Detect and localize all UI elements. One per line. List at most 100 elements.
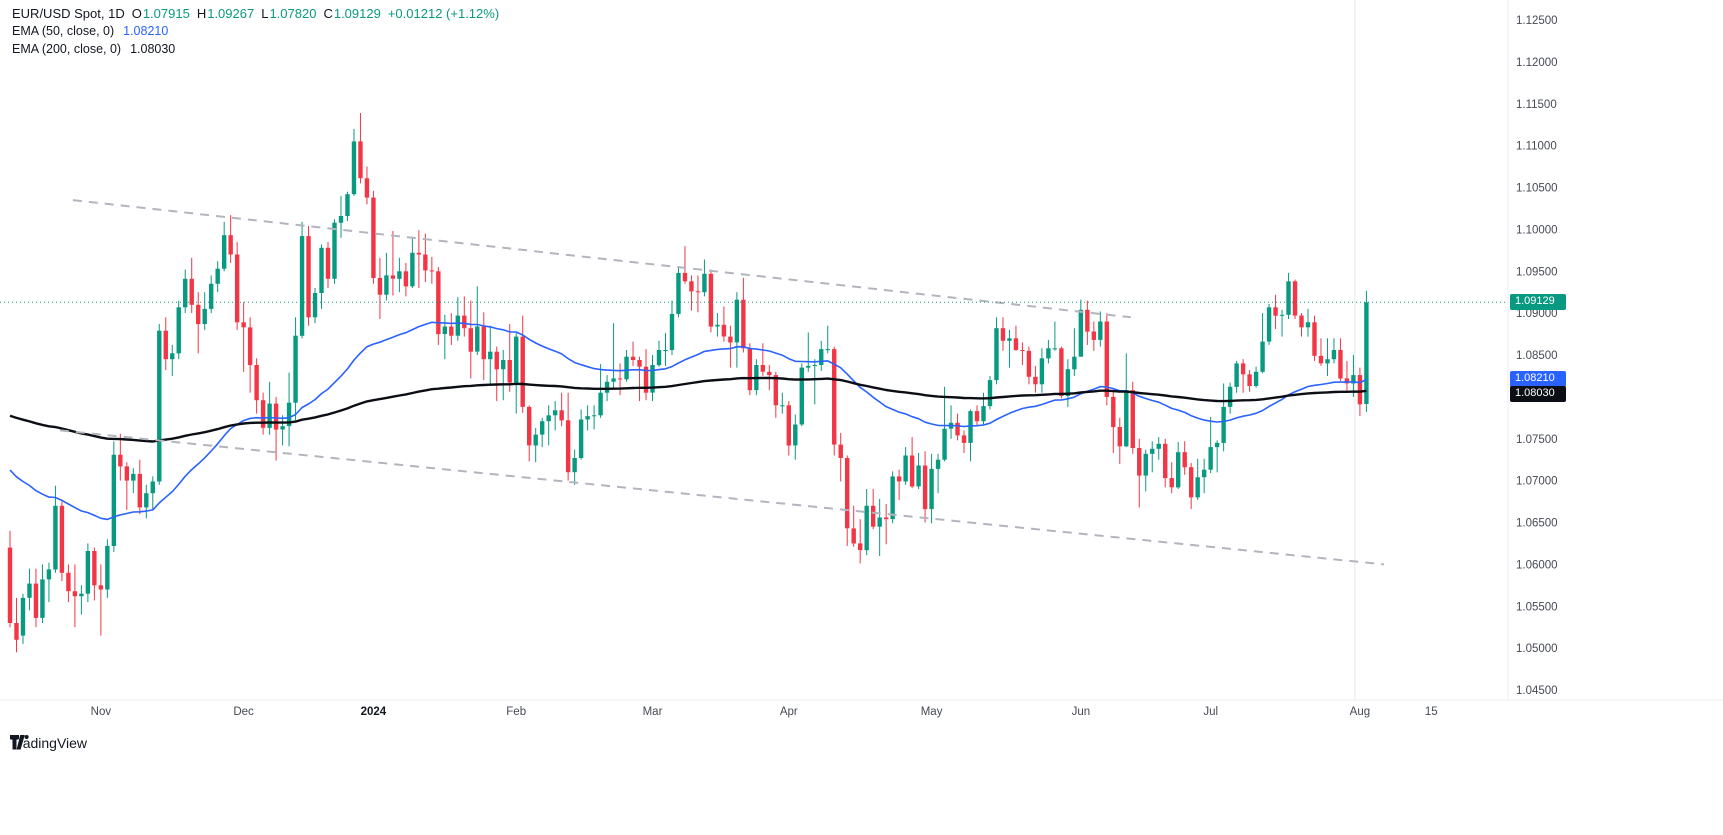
candle-body: [241, 322, 246, 328]
ema200-badge: 1.08030: [1510, 386, 1566, 402]
ohlc-change: +0.01212 (+1.12%): [387, 6, 500, 21]
candle-body: [306, 236, 311, 318]
candle-body: [559, 410, 564, 421]
candle-body: [695, 291, 701, 293]
candle-body: [1085, 309, 1090, 332]
candle-body: [630, 356, 636, 360]
candle-body: [572, 458, 577, 473]
candle-body: [916, 465, 921, 487]
candle-body: [734, 299, 740, 343]
candle-body: [338, 216, 344, 223]
candle-body: [14, 623, 19, 640]
candle-body: [267, 403, 272, 428]
candle-body: [617, 378, 623, 380]
candle-body: [1013, 338, 1019, 350]
candle-body: [552, 410, 558, 416]
candle-body: [832, 349, 837, 445]
symbol-title[interactable]: EUR/USD Spot, 1D: [12, 6, 125, 21]
candle-body: [786, 405, 791, 446]
candle-body: [1253, 371, 1259, 386]
price-axis-label: 1.12000: [1516, 57, 1558, 69]
price-axis-label: 1.05500: [1516, 601, 1558, 613]
trendline-0[interactable]: [72, 199, 1131, 319]
candle-body: [974, 411, 980, 422]
candle-body: [494, 351, 499, 370]
candle-body: [591, 415, 597, 417]
candle-body: [1266, 307, 1272, 342]
candle-body: [221, 235, 227, 269]
candle-body: [527, 406, 532, 446]
candle-body: [273, 403, 279, 430]
candle-body: [857, 543, 863, 551]
candle-body: [806, 365, 811, 368]
candle-body: [98, 585, 104, 590]
price-axis-label: 1.11000: [1516, 141, 1557, 153]
candle-body: [773, 375, 779, 406]
candle-body: [468, 328, 473, 352]
candle-body: [1039, 358, 1045, 385]
candle-body: [124, 466, 130, 481]
ohlc-close-label: C: [323, 6, 333, 21]
candle-body: [351, 141, 357, 195]
candle-body: [883, 517, 889, 520]
candle-body: [909, 455, 915, 487]
tradingview-watermark[interactable]: TradingView: [10, 735, 87, 751]
candle-body: [1201, 469, 1207, 478]
candle-body: [1344, 378, 1350, 384]
candle-body: [708, 273, 714, 327]
candle-body: [922, 465, 928, 510]
candle-body: [1091, 331, 1097, 340]
candle-body: [1007, 338, 1012, 341]
candle-body: [604, 381, 610, 393]
indicator-name-1[interactable]: EMA (200, close, 0): [12, 42, 122, 56]
ohlc-open-value: 1.07915: [142, 6, 190, 21]
candle-body: [455, 315, 461, 336]
candle-body: [144, 493, 149, 508]
candle-body: [676, 272, 681, 314]
trendline-1[interactable]: [59, 429, 1385, 566]
time-axis-label: Mar: [643, 706, 663, 718]
candle-body: [890, 476, 895, 520]
candle-body: [565, 420, 571, 473]
indicator-name-0[interactable]: EMA (50, close, 0): [12, 24, 115, 38]
price-axis-label: 1.05000: [1516, 643, 1558, 655]
candle-body: [299, 236, 305, 336]
candle-body: [507, 360, 512, 383]
candle-body: [137, 473, 142, 508]
candle-body: [767, 371, 772, 376]
candle-body: [1182, 452, 1187, 468]
candle-body: [825, 349, 830, 351]
tradingview-label: TradingView: [10, 735, 88, 751]
candle-body: [546, 415, 551, 422]
candle-body: [585, 416, 590, 420]
candle-body: [669, 314, 675, 350]
candle-body: [325, 247, 331, 279]
candle-body: [1078, 309, 1084, 357]
candle-body: [578, 419, 584, 458]
ema200-line: [9, 376, 1367, 443]
candle-body: [66, 572, 71, 592]
candle-body: [1098, 321, 1103, 340]
price-scale[interactable]: 1.12500 1.12000 1.11500 1.11000 1.10500 1.100…: [1507, 0, 1558, 700]
candle-body: [105, 545, 110, 590]
time-scale[interactable]: Nov Dec 2024 Feb Mar Apr May Jun Jul Aug 15: [0, 699, 1723, 718]
candle-body: [896, 476, 902, 482]
candle-body: [410, 252, 415, 287]
candle-body: [643, 366, 649, 393]
candle-body: [1234, 363, 1239, 387]
candle-body: [1156, 443, 1161, 449]
candle-body: [247, 327, 253, 366]
candle-body: [819, 349, 824, 365]
candle-body: [1299, 315, 1304, 328]
candle-body: [1143, 453, 1148, 476]
trendline-drawings[interactable]: [0, 199, 1508, 566]
ohlc-high-value: 1.09267: [207, 6, 255, 21]
candle-body: [721, 324, 727, 337]
candle-body: [501, 360, 506, 370]
candle-body: [864, 505, 869, 551]
time-axis-label: Jul: [1203, 706, 1218, 718]
candle-body: [747, 348, 753, 391]
time-axis-label: Dec: [233, 706, 254, 718]
candle-body: [1065, 369, 1071, 396]
